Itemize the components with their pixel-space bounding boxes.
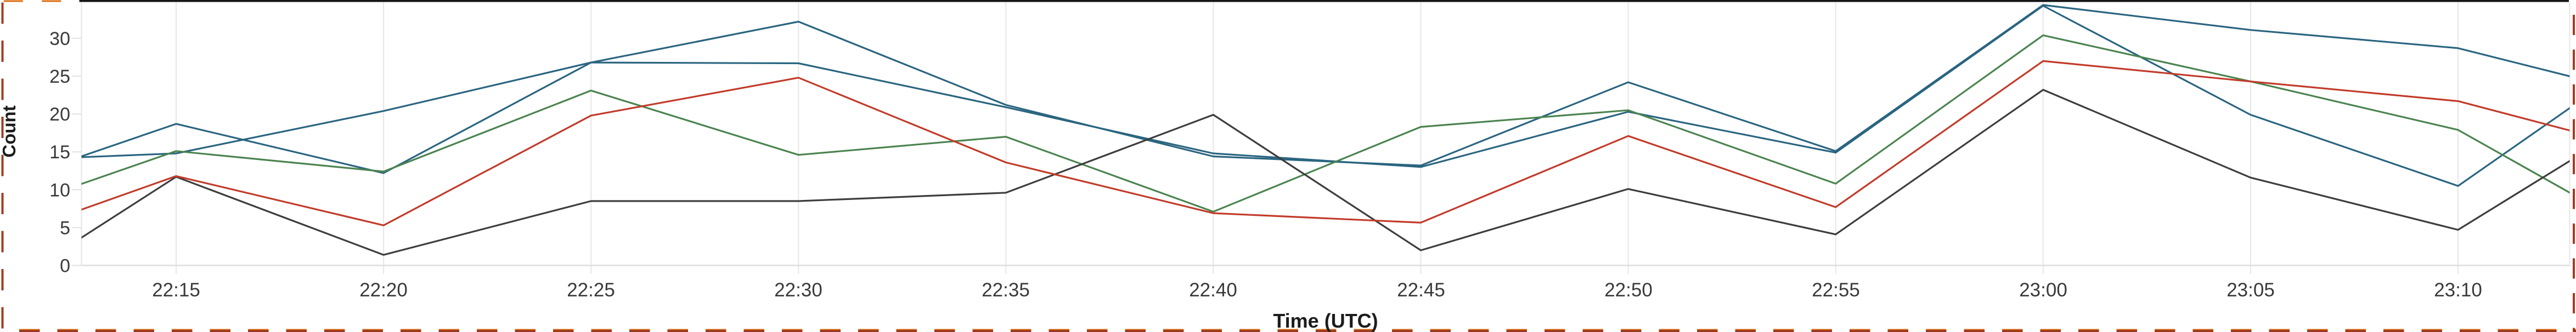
svg-text:23:05: 23:05 (2226, 279, 2275, 301)
svg-text:22:20: 22:20 (359, 279, 408, 301)
svg-text:5: 5 (60, 217, 70, 238)
svg-text:30: 30 (49, 28, 70, 49)
svg-text:Time (UTC): Time (UTC) (1273, 310, 1378, 332)
svg-text:20: 20 (49, 104, 70, 125)
svg-text:25: 25 (49, 66, 70, 87)
svg-text:22:35: 22:35 (982, 279, 1030, 301)
svg-text:22:15: 22:15 (152, 279, 200, 301)
svg-text:23:10: 23:10 (2434, 279, 2482, 301)
svg-text:22:55: 22:55 (1812, 279, 1860, 301)
svg-text:15: 15 (49, 142, 70, 163)
svg-text:22:40: 22:40 (1189, 279, 1237, 301)
svg-text:22:25: 22:25 (567, 279, 615, 301)
svg-text:22:30: 22:30 (774, 279, 822, 301)
svg-text:23:00: 23:00 (2019, 279, 2067, 301)
svg-text:0: 0 (60, 256, 70, 277)
svg-text:22:45: 22:45 (1397, 279, 1445, 301)
svg-text:Count: Count (0, 105, 19, 157)
svg-text:10: 10 (49, 180, 70, 201)
svg-text:22:50: 22:50 (1604, 279, 1653, 301)
